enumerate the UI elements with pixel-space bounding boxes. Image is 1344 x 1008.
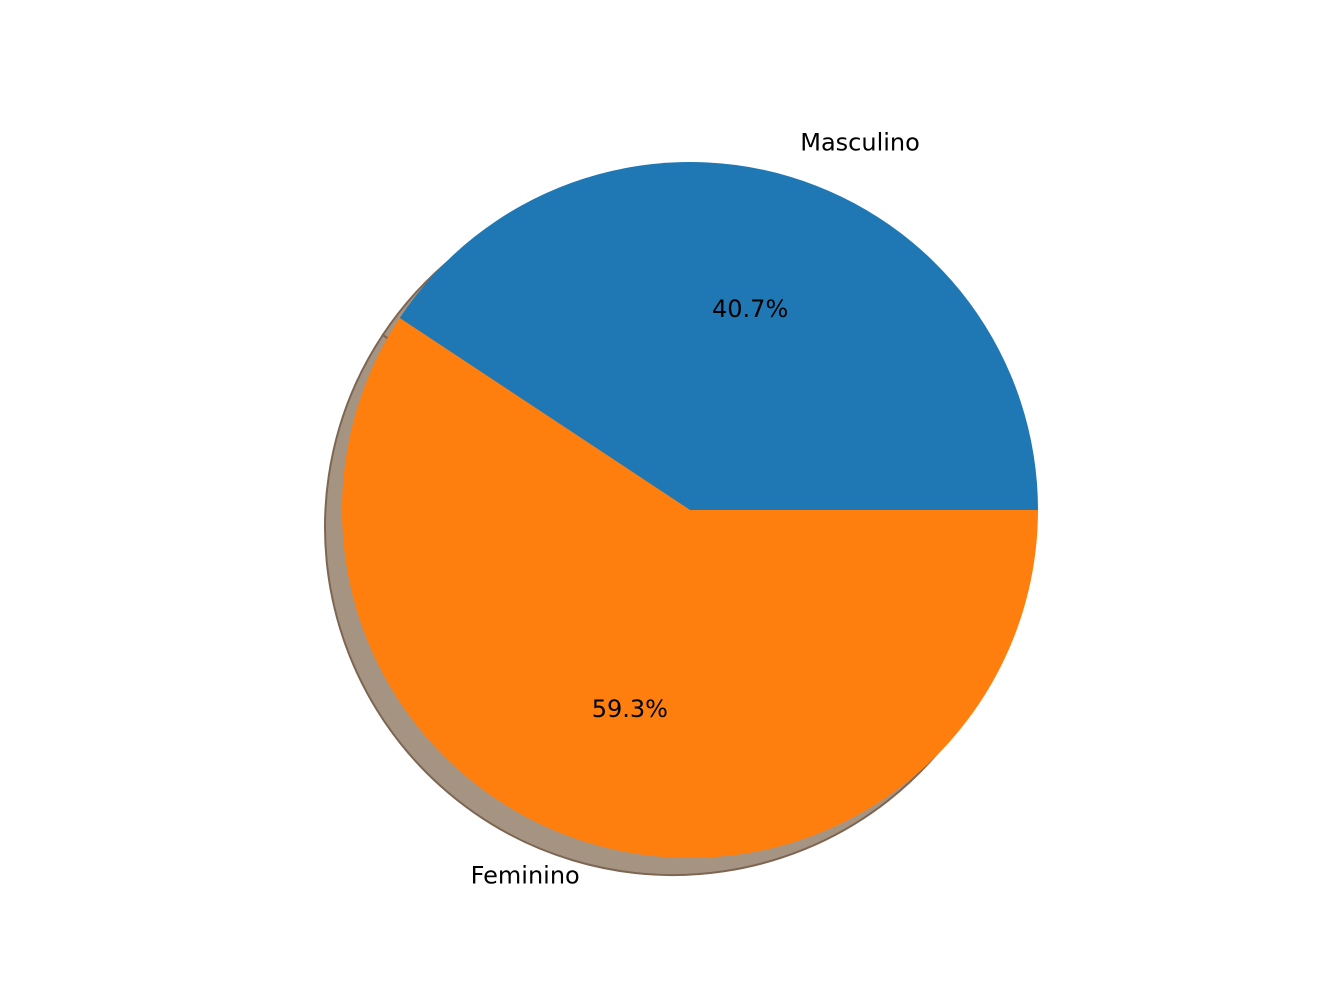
percent-masculino: 40.7%: [712, 295, 788, 323]
percent-feminino: 59.3%: [592, 695, 668, 723]
slice-feminino: [341, 318, 1038, 859]
label-masculino: Masculino: [800, 128, 920, 156]
pie-labels: Masculino 40.7% Feminino 59.3%: [471, 128, 920, 889]
label-feminino: Feminino: [471, 862, 580, 890]
slice-masculino: [399, 162, 1038, 511]
pie-slices: [341, 162, 1038, 859]
